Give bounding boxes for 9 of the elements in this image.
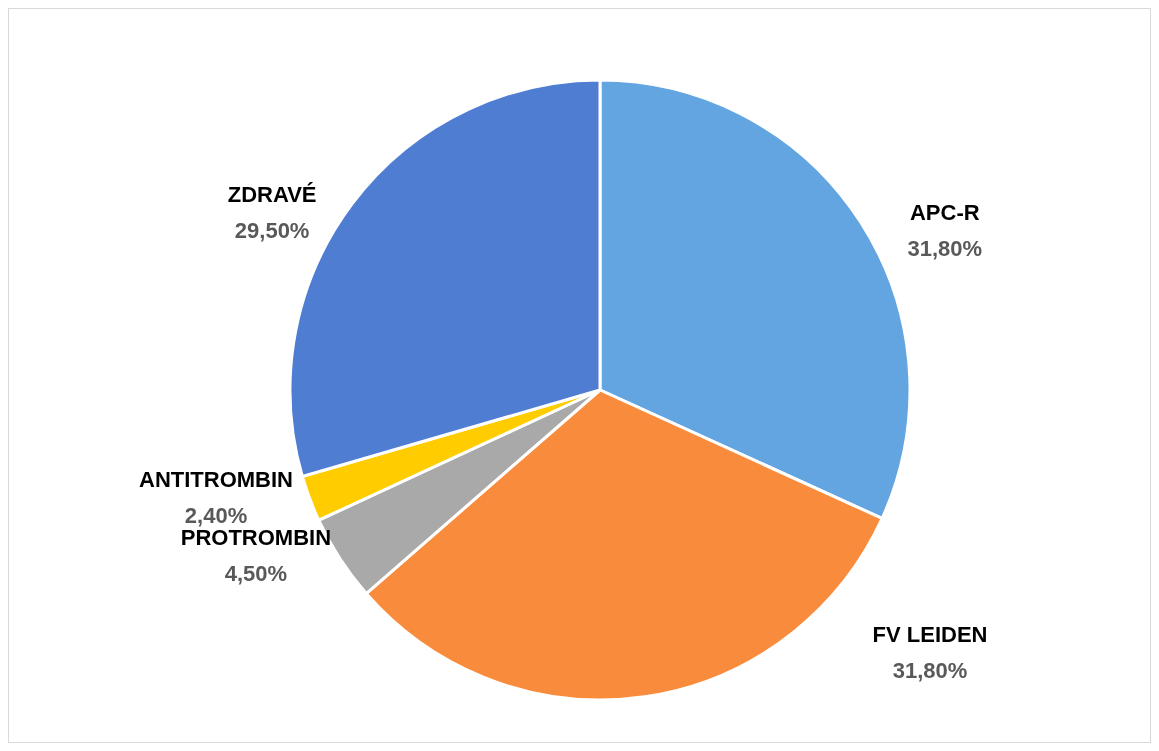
data-label: 29,50% — [234, 217, 310, 243]
data-label: 2,40% — [184, 503, 248, 529]
slice-label: ZDRAVÉ — [227, 181, 317, 207]
slice-label: ANTITROMBIN — [139, 467, 294, 493]
data-label: 4,50% — [224, 561, 288, 587]
slice-label: FV LEIDEN — [872, 622, 988, 647]
data-label: 31,80% — [892, 658, 968, 683]
slice-label: APC-R — [909, 199, 980, 225]
data-label: 31,80% — [907, 235, 983, 261]
